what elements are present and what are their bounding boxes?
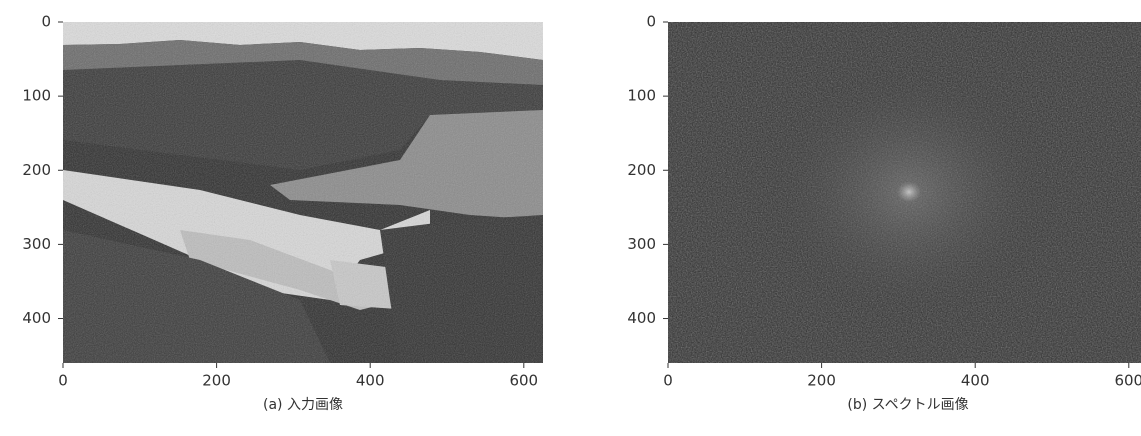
caption: (b) スペクトル画像 <box>847 397 968 413</box>
y-tick-label: 0 <box>646 13 656 31</box>
x-tick-label: 600 <box>509 372 538 390</box>
x-tick-label: 0 <box>58 372 68 390</box>
x-tick-label: 200 <box>202 372 231 390</box>
y-tick-label: 400 <box>627 309 656 327</box>
spectrum-image <box>668 22 1141 363</box>
y-tick-label: 200 <box>22 161 51 179</box>
y-tick-label: 200 <box>627 161 656 179</box>
x-tick-label: 400 <box>961 372 990 390</box>
y-tick-label: 100 <box>627 87 656 105</box>
y-tick-label: 0 <box>41 13 51 31</box>
x-tick-label: 200 <box>807 372 836 390</box>
x-tick-label: 0 <box>663 372 673 390</box>
y-tick-label: 300 <box>627 235 656 253</box>
figure: 0 200 400 600 0 100 200 300 400 (a) 入力画像 0 200 400 60… <box>0 0 1141 436</box>
y-tick-label: 100 <box>22 87 51 105</box>
y-tick-label: 400 <box>22 309 51 327</box>
caption: (a) 入力画像 <box>263 397 343 413</box>
x-tick-label: 400 <box>356 372 385 390</box>
input-image <box>63 22 543 363</box>
y-tick-label: 300 <box>22 235 51 253</box>
x-tick-label: 600 <box>1114 372 1141 390</box>
